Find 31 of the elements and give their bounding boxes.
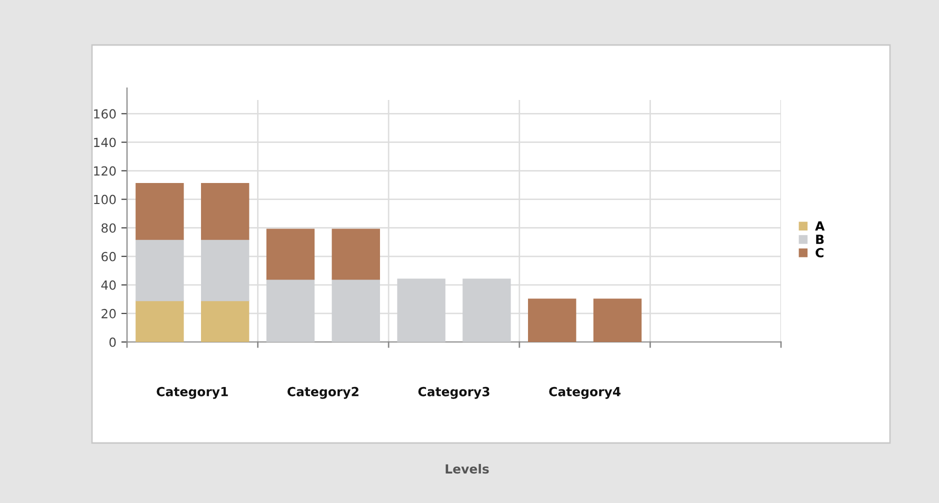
y-tick-label: 20 <box>102 308 116 318</box>
y-tick-label: 40 <box>101 280 116 290</box>
bar <box>201 183 250 240</box>
y-tick-label: 80 <box>102 223 116 233</box>
x-tick-label: Category3 <box>418 386 490 399</box>
text: Levels <box>446 464 489 474</box>
bar <box>136 238 184 302</box>
bar <box>136 300 184 342</box>
bar <box>528 298 576 342</box>
bar <box>332 228 380 280</box>
bar <box>462 278 511 342</box>
bar <box>332 278 380 342</box>
x-tick-label: Category4 <box>549 386 621 399</box>
y-tick-label: 120 <box>94 166 116 176</box>
x-tick-label: Category2 <box>288 386 358 399</box>
legend-label: A <box>815 221 825 230</box>
legend-label: C <box>816 248 824 258</box>
bar <box>397 278 446 342</box>
bar <box>266 228 315 280</box>
bar <box>201 238 250 302</box>
y-tick-label: 160 <box>94 109 116 119</box>
bar <box>201 300 250 342</box>
x-tick-label: Category1 <box>156 386 228 399</box>
y-tick-label: 140 <box>94 138 116 148</box>
y-tick-label: 60 <box>102 252 116 262</box>
y-tick-label: 100 <box>94 194 116 204</box>
bar <box>593 298 642 342</box>
bar <box>266 278 315 342</box>
y-tick-label: 0 <box>109 337 116 347</box>
legend-label: B <box>816 234 824 244</box>
bar <box>136 183 184 240</box>
